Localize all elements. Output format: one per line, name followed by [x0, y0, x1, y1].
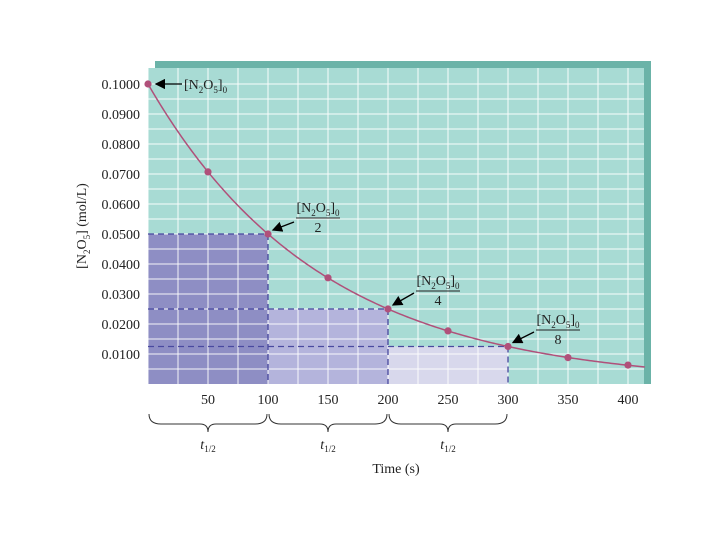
annotation-fraction-1: [N2O5]0 2: [271, 201, 340, 236]
y-tick-label: 0.0200: [102, 318, 141, 333]
x-axis-ticks: 50 100 150 200 250 300 350 400: [201, 393, 639, 408]
annotation-fraction-3: [N2O5]0 8: [511, 313, 580, 348]
data-point: [624, 361, 632, 369]
data-point: [384, 305, 392, 313]
annotation-fraction-2: [N2O5]0 4: [391, 274, 460, 309]
half-life-label: t1/2: [320, 438, 335, 454]
annotation-formula: [N2O5]0: [536, 313, 580, 330]
data-point: [564, 354, 572, 362]
half-life-label: t1/2: [440, 438, 455, 454]
data-point: [144, 80, 152, 88]
grid: [147, 68, 644, 384]
x-tick-label: 100: [258, 393, 279, 408]
half-life-brace-2: [268, 413, 388, 433]
data-point: [204, 168, 212, 176]
half-life-label: t1/2: [200, 438, 215, 454]
y-tick-label: 0.0300: [102, 288, 141, 303]
annotation-arrow: [511, 331, 535, 344]
data-point: [444, 327, 452, 335]
y-tick-label: 0.0800: [102, 138, 141, 153]
y-tick-label: 0.0400: [102, 258, 141, 273]
annotation-initial: [N2O5]0: [154, 78, 228, 95]
half-life-brace-1: [148, 413, 268, 433]
annotation-formula: [N2O5]0: [184, 78, 228, 95]
fraction-denominator: 2: [315, 221, 322, 236]
half-life-brace-3: [388, 413, 508, 433]
x-tick-label: 250: [438, 393, 459, 408]
y-tick-label: 0.0700: [102, 168, 141, 183]
x-tick-label: 350: [558, 393, 579, 408]
y-axis-ticks: 0.0100 0.0200 0.0300 0.0400 0.0500 0.0600 0.07…: [102, 78, 141, 363]
y-axis-label: [N2O5] (mol/L): [75, 183, 92, 269]
decay-curve: [147, 83, 645, 368]
annotation-arrow: [391, 292, 415, 306]
x-tick-label: 200: [378, 393, 399, 408]
y-tick-label: 0.1000: [102, 78, 141, 93]
fraction-denominator: 8: [555, 333, 562, 348]
x-tick-label: 150: [318, 393, 339, 408]
annotations: [N2O5]0 [N2O5]0 2 [N2O5]0 4 [N2O5]0 8: [154, 78, 580, 348]
x-tick-label: 300: [498, 393, 519, 408]
data-points: [144, 80, 632, 369]
half-life-braces: t1/2 t1/2 t1/2: [148, 413, 508, 454]
x-tick-label: 50: [201, 393, 215, 408]
data-point: [264, 230, 272, 238]
x-axis-label: Time (s): [372, 462, 420, 477]
half-life-dashes: [148, 233, 509, 384]
fraction-denominator: 4: [435, 294, 442, 309]
y-tick-label: 0.0900: [102, 108, 141, 123]
data-point: [504, 342, 512, 351]
annotation-formula: [N2O5]0: [416, 274, 460, 291]
y-tick-label: 0.0500: [102, 228, 141, 243]
data-point: [324, 274, 332, 282]
y-tick-label: 0.0100: [102, 348, 141, 363]
annotation-formula: [N2O5]0: [296, 201, 340, 218]
x-tick-label: 400: [618, 393, 639, 408]
annotation-arrow: [271, 221, 295, 232]
y-tick-label: 0.0600: [102, 198, 141, 213]
